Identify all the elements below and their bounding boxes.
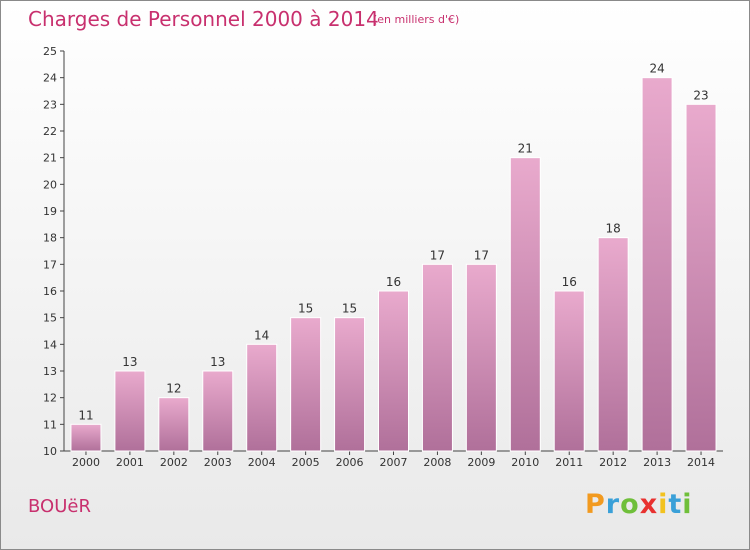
x-tick-label: 2013 — [643, 456, 671, 469]
data-label-2007: 16 — [386, 275, 401, 289]
bar-2013 — [641, 77, 673, 452]
data-label-2012: 18 — [606, 222, 621, 236]
y-tick-label: 13 — [43, 365, 57, 378]
y-tick-label: 22 — [43, 125, 57, 138]
data-label-2002: 12 — [166, 382, 181, 396]
bar-2000 — [70, 423, 102, 452]
data-label-2000: 11 — [78, 408, 93, 422]
data-label-2005: 15 — [298, 302, 313, 316]
data-label-2011: 16 — [562, 275, 577, 289]
bar-2005 — [290, 317, 322, 452]
y-tick-label: 15 — [43, 312, 57, 325]
logo-letter: P — [585, 489, 606, 520]
x-tick-label: 2003 — [204, 456, 232, 469]
x-tick-label: 2005 — [292, 456, 320, 469]
y-tick-label: 17 — [43, 258, 57, 271]
x-tick-label: 2001 — [116, 456, 144, 469]
bar-2010 — [509, 157, 541, 452]
bar-2014 — [685, 103, 717, 452]
logo-letter: t — [668, 489, 683, 520]
bar-2004 — [246, 343, 278, 452]
x-tick-label: 2004 — [248, 456, 276, 469]
logo-letter: o — [620, 489, 640, 520]
logo-letter: i — [658, 489, 669, 520]
y-tick-label: 20 — [43, 178, 57, 191]
bar-2012 — [597, 237, 629, 452]
y-tick-label: 18 — [43, 232, 57, 245]
y-tick-label: 14 — [43, 338, 57, 351]
bar-2001 — [114, 370, 146, 452]
x-tick-label: 2000 — [72, 456, 100, 469]
x-tick-label: 2014 — [687, 456, 715, 469]
y-tick-label: 23 — [43, 98, 57, 111]
bar-2007 — [378, 290, 409, 452]
chart-bars — [70, 77, 717, 452]
logo-letter: x — [639, 489, 659, 520]
y-tick-label: 24 — [43, 72, 57, 85]
data-label-2006: 15 — [342, 302, 357, 316]
x-tick-label: 2006 — [336, 456, 364, 469]
chart-subtitle: (en milliers d'€) — [373, 13, 460, 26]
y-tick-label: 16 — [43, 285, 57, 298]
bar-2008 — [421, 263, 453, 452]
y-tick-label: 11 — [43, 418, 57, 431]
data-label-2001: 13 — [122, 355, 137, 369]
data-label-2010: 21 — [518, 142, 533, 156]
y-tick-label: 12 — [43, 392, 57, 405]
x-tick-label: 2008 — [423, 456, 451, 469]
chart-data-labels: 11 13 12 13 14 15 15 16 17 17 21 16 18 24 23 — [78, 62, 708, 423]
x-tick-label: 2012 — [599, 456, 627, 469]
y-tick-label: 21 — [43, 152, 57, 165]
y-tick-label: 10 — [43, 445, 57, 458]
data-label-2003: 13 — [210, 355, 225, 369]
logo-letter: i — [682, 489, 693, 520]
bar-2011 — [553, 290, 585, 452]
data-label-2013: 24 — [649, 62, 664, 76]
x-tick-label: 2011 — [555, 456, 583, 469]
x-tick-label: 2010 — [511, 456, 539, 469]
y-tick-label: 25 — [43, 45, 57, 58]
data-label-2008: 17 — [430, 248, 445, 262]
chart-axes: 10 11 12 13 14 15 16 17 18 19 20 21 22 23 24 25 2000 2001… — [43, 45, 723, 469]
x-tick-label: 2009 — [467, 456, 495, 469]
x-tick-label: 2002 — [160, 456, 188, 469]
logo-letter: r — [605, 489, 621, 520]
bar-2009 — [465, 263, 497, 452]
y-tick-label: 19 — [43, 205, 57, 218]
data-label-2014: 23 — [693, 88, 708, 102]
x-tick-label: 2007 — [380, 456, 408, 469]
bar-2002 — [158, 397, 190, 452]
proxiti-logo: Proxiti — [585, 489, 693, 520]
data-label-2009: 17 — [474, 248, 489, 262]
bar-2006 — [334, 317, 366, 452]
chart-title: Charges de Personnel 2000 à 2014 — [28, 7, 379, 31]
bar-2003 — [202, 370, 234, 452]
data-label-2004: 14 — [254, 328, 269, 342]
commune-name: BOUëR — [28, 496, 91, 517]
